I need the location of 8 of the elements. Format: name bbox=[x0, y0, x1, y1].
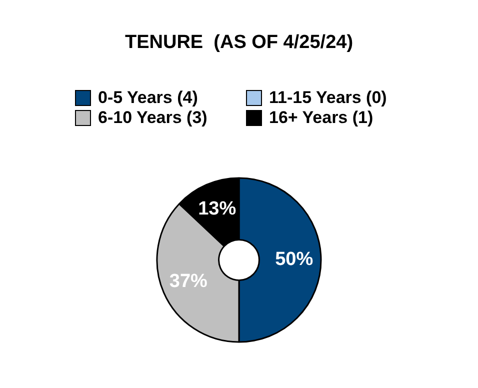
legend-label: 0-5 Years (4) bbox=[97, 88, 199, 108]
data-label: 50% bbox=[275, 249, 314, 270]
data-label: 13% bbox=[198, 198, 236, 220]
legend-label: 16+ Years (1) bbox=[268, 108, 374, 128]
legend-label: 6-10 Years (3) bbox=[97, 108, 208, 128]
chart-title: TENURE (AS OF 4/25/24) bbox=[124, 32, 354, 54]
data-label: 37% bbox=[169, 271, 208, 292]
legend-label: 11-15 Years (0) bbox=[268, 88, 388, 108]
